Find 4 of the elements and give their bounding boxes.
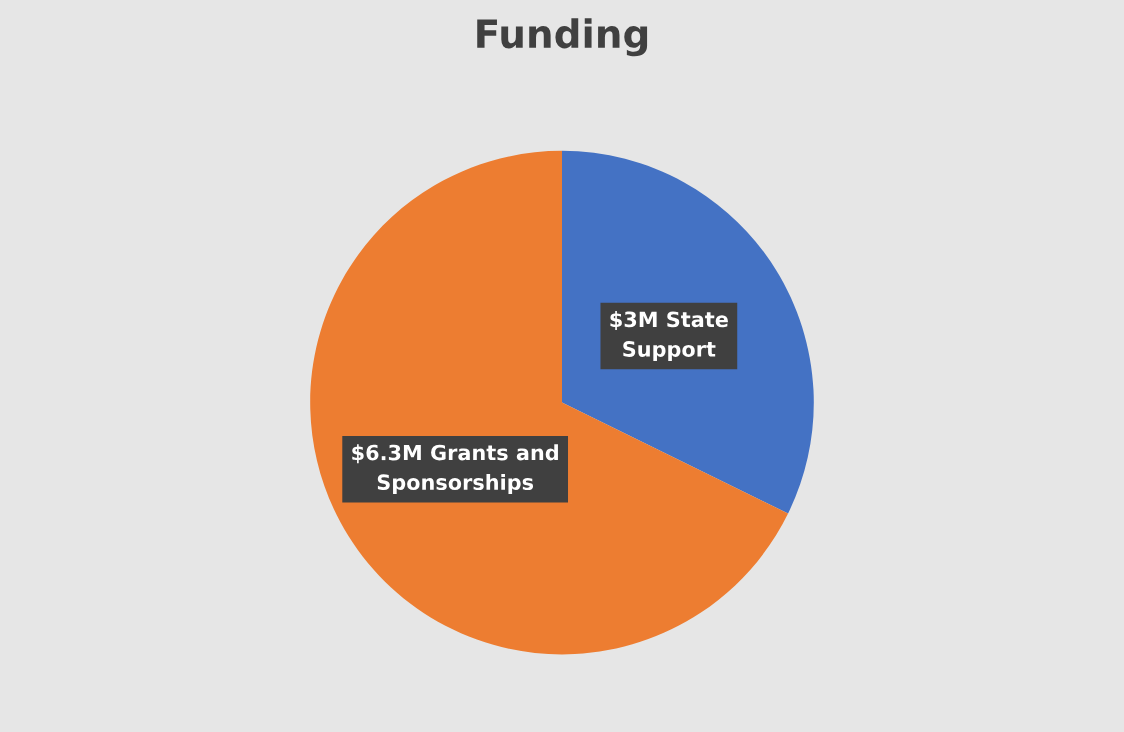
slice-label: $3M State Support [610,311,728,361]
chart-title: Funding [477,18,648,57]
slice-label: $6.3M Grants and Sponsorships [352,444,558,495]
pie-slice [310,150,789,655]
